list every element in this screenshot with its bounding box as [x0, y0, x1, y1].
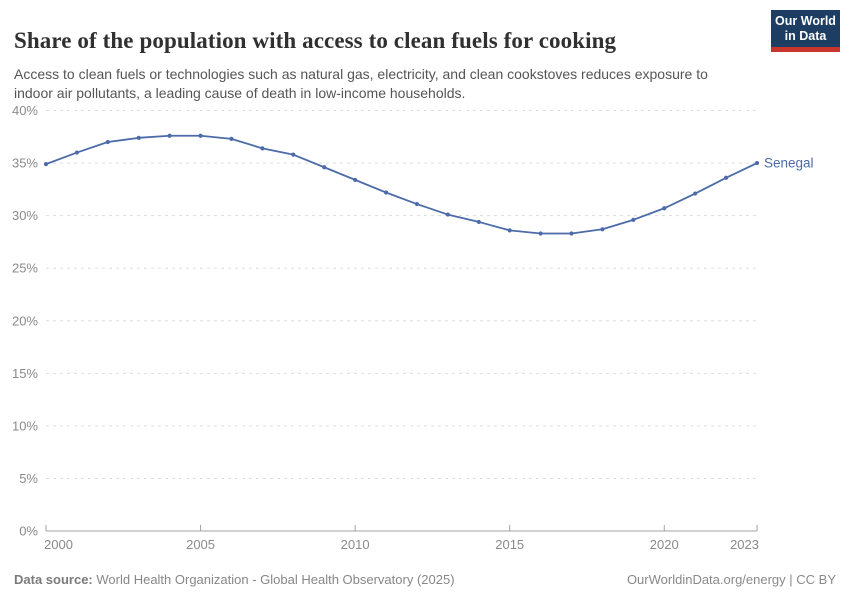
y-tick-label: 15% [12, 366, 38, 381]
y-tick-label: 40% [12, 103, 38, 118]
data-source-note: Data source: World Health Organization -… [14, 572, 455, 587]
data-point[interactable] [445, 212, 450, 217]
owid-logo[interactable]: Our World in Data [771, 10, 840, 52]
data-point[interactable] [600, 227, 605, 232]
y-tick-label: 25% [12, 261, 38, 276]
owid-credit-link[interactable]: OurWorldinData.org/energy | CC BY [626, 572, 836, 587]
y-tick-label: 10% [12, 418, 38, 433]
data-source-label: Data source: [14, 572, 93, 587]
data-point[interactable] [74, 150, 80, 155]
data-point[interactable] [229, 136, 234, 141]
data-point[interactable] [383, 190, 389, 195]
y-tick-label: 20% [12, 313, 38, 328]
data-point[interactable] [43, 162, 49, 167]
y-tick-label: 5% [19, 471, 38, 486]
data-source-text: World Health Organization - Global Healt… [96, 572, 455, 587]
data-point[interactable] [136, 135, 141, 140]
data-point[interactable] [322, 165, 327, 170]
chart-subtitle: Access to clean fuels or technologies su… [14, 66, 708, 102]
y-tick-label: 0% [19, 524, 38, 539]
x-tick-label: 2015 [495, 537, 524, 552]
data-point[interactable] [353, 177, 358, 182]
data-point[interactable] [662, 206, 667, 211]
x-tick-label: 2020 [650, 537, 679, 552]
owid-logo-line2: in Data [784, 28, 827, 43]
data-point[interactable] [723, 175, 729, 180]
page-title: Share of the population with access to c… [14, 28, 617, 54]
data-point[interactable] [198, 133, 203, 138]
data-point[interactable] [538, 231, 543, 236]
data-point[interactable] [507, 228, 512, 233]
x-tick-label: 2023 [730, 537, 759, 552]
data-point[interactable] [260, 146, 265, 151]
x-tick-label: 2005 [186, 537, 215, 552]
data-point[interactable] [693, 191, 698, 196]
data-point[interactable] [754, 160, 760, 166]
series-end-label[interactable]: Senegal [764, 156, 814, 171]
series-line[interactable] [45, 134, 758, 235]
owid-logo-line1: Our World [775, 13, 836, 28]
chart-footer: Data source: World Health Organization -… [14, 572, 836, 587]
x-tick-label: 2010 [341, 537, 370, 552]
data-point[interactable] [631, 217, 636, 222]
data-point[interactable] [476, 219, 481, 225]
data-point[interactable] [291, 152, 296, 157]
data-point[interactable] [569, 231, 574, 236]
x-tick-label: 2000 [44, 537, 73, 552]
y-tick-label: 35% [12, 156, 38, 171]
data-point[interactable] [167, 133, 172, 138]
data-point[interactable] [105, 139, 110, 145]
y-tick-label: 30% [12, 208, 38, 223]
data-point[interactable] [414, 201, 420, 207]
